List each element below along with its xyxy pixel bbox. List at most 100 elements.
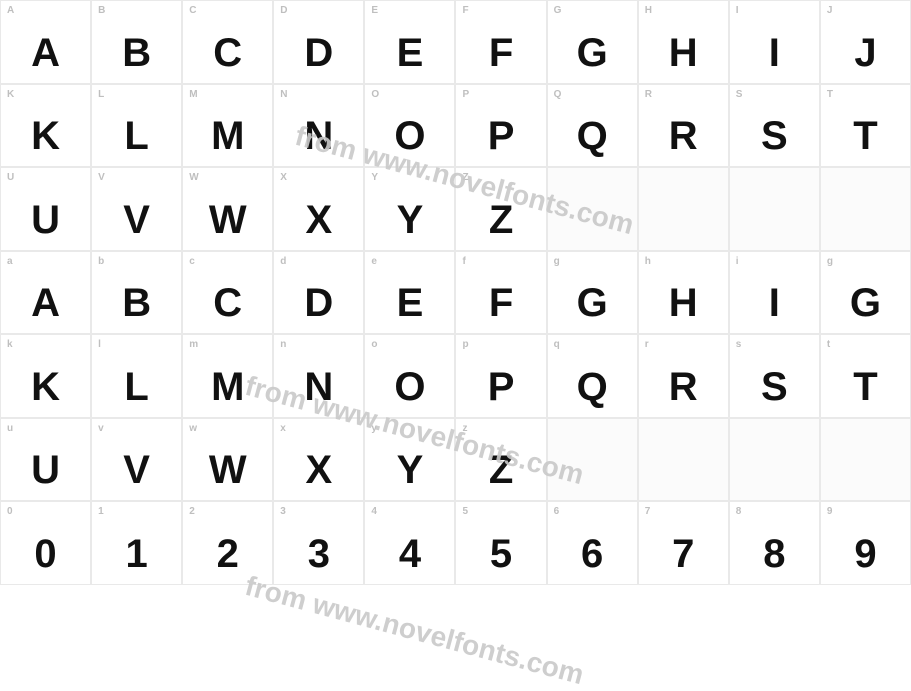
cell-glyph: L (124, 367, 148, 407)
glyph-cell: 55 (455, 501, 546, 585)
cell-key-label: L (98, 89, 104, 100)
glyph-cell: dD (273, 251, 364, 335)
cell-key-label: l (98, 339, 101, 350)
cell-glyph: D (304, 33, 333, 73)
glyph-cell: xX (273, 418, 364, 502)
cell-key-label: Z (462, 172, 468, 183)
cell-key-label: k (7, 339, 13, 350)
glyph-cell: kK (0, 334, 91, 418)
cell-key-label: 8 (736, 506, 742, 517)
glyph-cell: aA (0, 251, 91, 335)
cell-glyph: M (211, 367, 244, 407)
cell-glyph: W (209, 200, 247, 240)
glyph-cell: gG (820, 251, 911, 335)
empty-cell (729, 418, 820, 502)
cell-key-label: C (189, 5, 197, 16)
cell-glyph: Q (577, 116, 608, 156)
glyph-cell: GG (547, 0, 638, 84)
cell-glyph: S (761, 367, 788, 407)
cell-glyph: R (669, 367, 698, 407)
empty-cell (638, 167, 729, 251)
cell-glyph: U (31, 200, 60, 240)
cell-key-label: B (98, 5, 106, 16)
cell-key-label: K (7, 89, 15, 100)
glyph-cell: LL (91, 84, 182, 168)
cell-glyph: I (769, 33, 780, 73)
glyph-cell: HH (638, 0, 729, 84)
cell-key-label: u (7, 423, 13, 434)
glyph-cell: cC (182, 251, 273, 335)
glyph-cell: rR (638, 334, 729, 418)
empty-cell (820, 167, 911, 251)
cell-glyph: N (304, 116, 333, 156)
cell-key-label: I (736, 5, 739, 16)
cell-glyph: V (123, 200, 150, 240)
glyph-cell: eE (364, 251, 455, 335)
cell-glyph: 3 (308, 534, 330, 574)
glyph-cell: 77 (638, 501, 729, 585)
cell-glyph: G (577, 33, 608, 73)
cell-glyph: X (306, 200, 333, 240)
cell-key-label: p (462, 339, 468, 350)
cell-key-label: f (462, 256, 466, 267)
glyph-cell: WW (182, 167, 273, 251)
cell-glyph: K (31, 116, 60, 156)
cell-glyph: G (850, 283, 881, 323)
cell-glyph: K (31, 367, 60, 407)
cell-key-label: 2 (189, 506, 195, 517)
cell-key-label: a (7, 256, 13, 267)
glyph-cell: YY (364, 167, 455, 251)
cell-key-label: S (736, 89, 743, 100)
cell-key-label: s (736, 339, 742, 350)
cell-glyph: Q (577, 367, 608, 407)
cell-key-label: n (280, 339, 286, 350)
cell-glyph: O (394, 367, 425, 407)
cell-key-label: R (645, 89, 653, 100)
cell-key-label: 3 (280, 506, 286, 517)
glyph-cell: nN (273, 334, 364, 418)
glyph-cell: ZZ (455, 167, 546, 251)
cell-key-label: 1 (98, 506, 104, 517)
cell-glyph: O (394, 116, 425, 156)
cell-key-label: r (645, 339, 649, 350)
glyph-cell: VV (91, 167, 182, 251)
cell-key-label: Y (371, 172, 378, 183)
empty-cell (547, 167, 638, 251)
glyph-cell: oO (364, 334, 455, 418)
glyph-cell: wW (182, 418, 273, 502)
cell-glyph: 4 (399, 534, 421, 574)
cell-glyph: H (669, 283, 698, 323)
cell-glyph: R (669, 116, 698, 156)
cell-key-label: O (371, 89, 379, 100)
cell-key-label: g (827, 256, 833, 267)
cell-key-label: U (7, 172, 15, 183)
cell-glyph: T (853, 367, 877, 407)
cell-key-label: t (827, 339, 831, 350)
cell-key-label: E (371, 5, 378, 16)
cell-key-label: g (554, 256, 560, 267)
cell-glyph: A (31, 33, 60, 73)
cell-glyph: 9 (854, 534, 876, 574)
glyph-cell: mM (182, 334, 273, 418)
cell-glyph: U (31, 450, 60, 490)
cell-glyph: I (769, 283, 780, 323)
empty-cell (547, 418, 638, 502)
cell-key-label: 0 (7, 506, 13, 517)
glyph-cell: JJ (820, 0, 911, 84)
cell-key-label: M (189, 89, 198, 100)
glyph-cell: XX (273, 167, 364, 251)
cell-key-label: V (98, 172, 105, 183)
cell-glyph: P (488, 116, 515, 156)
glyph-cell: 88 (729, 501, 820, 585)
cell-key-label: F (462, 5, 468, 16)
glyph-cell: NN (273, 84, 364, 168)
cell-glyph: S (761, 116, 788, 156)
cell-key-label: z (462, 423, 467, 434)
cell-key-label: A (7, 5, 15, 16)
glyph-cell: RR (638, 84, 729, 168)
cell-key-label: P (462, 89, 469, 100)
cell-glyph: C (213, 283, 242, 323)
glyph-cell: KK (0, 84, 91, 168)
glyph-cell: QQ (547, 84, 638, 168)
cell-key-label: d (280, 256, 286, 267)
